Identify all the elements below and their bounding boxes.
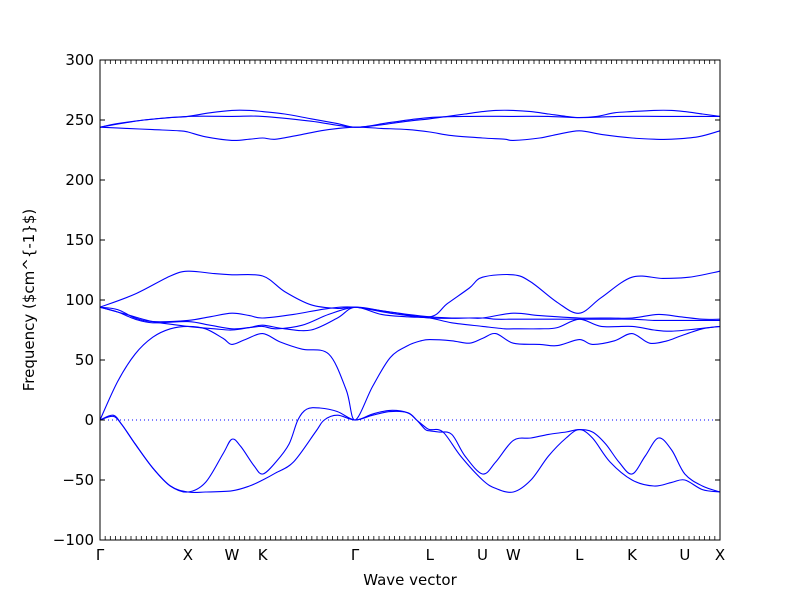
- x-axis-label: Wave vector: [363, 571, 457, 589]
- band-line-2: [99, 115, 720, 128]
- x-tick-label: W: [506, 546, 521, 564]
- band-line-10: [99, 410, 721, 494]
- x-tick-label: K: [258, 546, 269, 564]
- y-tick-label: 250: [65, 111, 94, 129]
- x-tick-label: Γ: [351, 546, 360, 564]
- band-line-5: [99, 306, 721, 323]
- band-line-3: [99, 126, 721, 142]
- band-lines: [99, 109, 721, 494]
- y-tick-label: 50: [75, 351, 94, 369]
- plot-frame: [99, 59, 721, 541]
- band-line-7: [99, 306, 721, 332]
- y-axis-label: Frequency ($cm^{-1}$): [20, 209, 38, 392]
- y-tick-label: 200: [65, 171, 94, 189]
- y-tick-label: 150: [65, 231, 94, 249]
- x-tick-label: U: [477, 546, 488, 564]
- plot-area: [100, 60, 720, 540]
- x-tick-label: Γ: [96, 546, 105, 564]
- x-tick-label: W: [224, 546, 239, 564]
- x-tick-label: L: [575, 546, 584, 564]
- y-tick-label: 0: [84, 411, 94, 429]
- y-tick-label: 300: [65, 51, 94, 69]
- x-tick-label: X: [183, 546, 193, 564]
- y-tick-label: −50: [62, 471, 94, 489]
- x-tick-label: X: [715, 546, 725, 564]
- band-line-8: [99, 325, 721, 421]
- y-tick-label: 100: [65, 291, 94, 309]
- y-tick-label: −100: [53, 531, 94, 549]
- band-line-6: [99, 306, 720, 330]
- x-tick-label: U: [679, 546, 690, 564]
- y-axis-ticks: −100 −50 0 50 100 150 200 250 300: [53, 51, 720, 549]
- x-tick-label: K: [627, 546, 638, 564]
- x-tick-label: L: [426, 546, 435, 564]
